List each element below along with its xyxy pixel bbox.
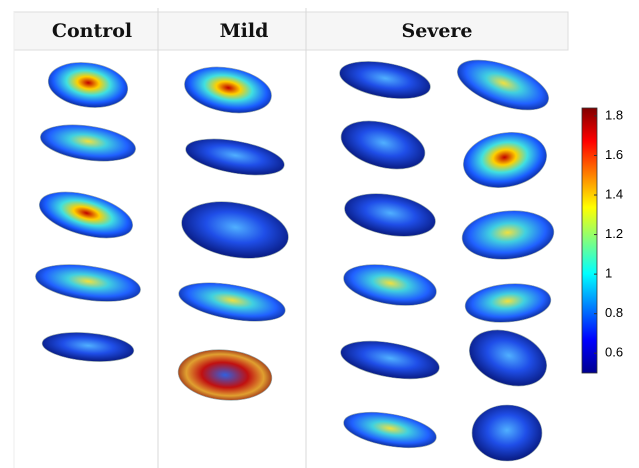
colorbar-tick-label: 0.6 bbox=[605, 345, 623, 360]
scan bbox=[338, 335, 442, 386]
colorbar-tick-label: 1.6 bbox=[605, 147, 623, 162]
scan bbox=[460, 207, 556, 263]
scan bbox=[341, 406, 439, 454]
scan bbox=[337, 55, 434, 104]
scan bbox=[183, 133, 287, 182]
colorbar-tick-label: 1.8 bbox=[605, 107, 623, 122]
scan bbox=[451, 50, 555, 120]
scan bbox=[38, 119, 138, 166]
scan bbox=[459, 126, 551, 194]
scan bbox=[464, 280, 553, 325]
scan bbox=[176, 346, 274, 404]
colorbar bbox=[582, 108, 597, 373]
scan bbox=[34, 183, 137, 246]
scan bbox=[176, 276, 288, 328]
scan bbox=[41, 329, 135, 365]
scan bbox=[177, 194, 293, 266]
column-header: Mild bbox=[220, 20, 269, 42]
colorbar-tick-label: 1 bbox=[605, 266, 612, 281]
figure: Control Mild Severe 0.6 0.8 1 1.2 1.4 1.6 1.8 bbox=[0, 0, 639, 468]
scan-images bbox=[33, 50, 556, 461]
scan bbox=[340, 258, 439, 312]
colorbar-tick-label: 1.4 bbox=[605, 186, 623, 201]
scan bbox=[341, 187, 439, 242]
colorbar-tick-label: 0.8 bbox=[605, 305, 623, 320]
scan bbox=[181, 61, 275, 120]
scan bbox=[45, 58, 130, 113]
column-header: Control bbox=[52, 20, 132, 42]
scan bbox=[33, 259, 143, 307]
colorbar-tick-label: 1.2 bbox=[605, 226, 623, 241]
column-header: Severe bbox=[401, 20, 472, 42]
scan bbox=[462, 320, 555, 396]
scan bbox=[336, 113, 430, 178]
scan bbox=[472, 405, 542, 461]
